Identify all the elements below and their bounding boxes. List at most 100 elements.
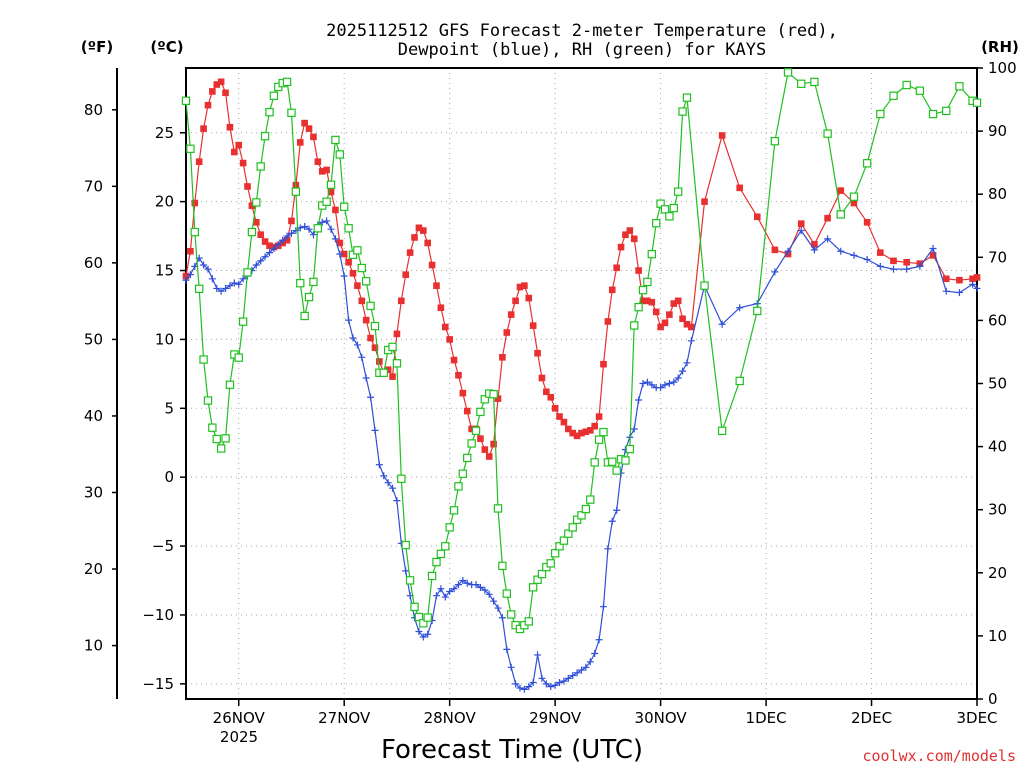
dewpoint-point bbox=[336, 250, 344, 258]
dewpoint-point bbox=[670, 378, 678, 386]
rh-point bbox=[568, 523, 577, 532]
temperature-point bbox=[507, 311, 515, 318]
temperature-point bbox=[195, 158, 203, 165]
rh-point bbox=[427, 571, 437, 581]
rh-point bbox=[361, 277, 371, 286]
fahrenheit-tick-label: 70 bbox=[84, 177, 103, 195]
dewpoint-point bbox=[208, 275, 216, 283]
fahrenheit-tick-label: 60 bbox=[84, 254, 103, 272]
dewpoint-point bbox=[503, 645, 511, 653]
rh-point bbox=[533, 575, 542, 584]
credit-label: coolwx.com/models bbox=[862, 747, 1016, 765]
rh-point bbox=[849, 192, 859, 201]
x-tick-label: 26NOV bbox=[213, 709, 266, 727]
temperature-point bbox=[503, 329, 511, 336]
temperature-point bbox=[595, 413, 603, 420]
temperature-point bbox=[661, 319, 669, 327]
dewpoint-point bbox=[973, 284, 981, 292]
rh-point bbox=[599, 427, 608, 437]
rh-point bbox=[586, 495, 595, 504]
celsius-tick-label: 20 bbox=[155, 193, 174, 211]
temperature-point bbox=[753, 213, 761, 221]
temperature-point bbox=[437, 304, 445, 312]
temperature-point bbox=[244, 183, 251, 190]
rh-point bbox=[550, 549, 560, 558]
temperature-point bbox=[608, 286, 616, 294]
series-layer bbox=[181, 68, 982, 693]
temperature-point bbox=[393, 330, 401, 338]
rh-point bbox=[717, 426, 727, 436]
temperature-point bbox=[204, 101, 212, 109]
temperature-point bbox=[578, 429, 585, 437]
temperature-point bbox=[679, 315, 686, 323]
temperature-point bbox=[929, 252, 937, 259]
dewpoint-point bbox=[270, 244, 278, 252]
rh-point bbox=[955, 82, 964, 91]
temperature-point bbox=[771, 246, 779, 254]
temperature-point bbox=[455, 371, 462, 379]
temperature-point bbox=[674, 297, 682, 305]
temperature-point bbox=[683, 320, 691, 328]
rh-point bbox=[186, 144, 195, 153]
fahrenheit-tick-label: 10 bbox=[84, 637, 103, 655]
temperature-point bbox=[301, 119, 308, 127]
rh-point bbox=[291, 187, 301, 196]
rh-point bbox=[498, 561, 507, 571]
rh-point bbox=[546, 559, 555, 568]
rh-tick-label: 10 bbox=[988, 627, 1007, 645]
celsius-tick-label: 15 bbox=[155, 262, 174, 280]
rh-point bbox=[300, 311, 309, 321]
temperature-point bbox=[718, 132, 726, 139]
rh-point bbox=[506, 610, 516, 619]
dewpoint-point bbox=[450, 585, 458, 593]
dewpoint-point bbox=[582, 663, 590, 671]
rh-point bbox=[397, 474, 406, 483]
rh-tick-label: 30 bbox=[988, 501, 1007, 519]
rh-point bbox=[665, 212, 674, 221]
rh-point bbox=[309, 277, 318, 287]
rh-point bbox=[770, 136, 780, 146]
rh-point bbox=[652, 219, 661, 228]
rh-unit-label: (RH) bbox=[981, 38, 1019, 56]
temperature-point bbox=[534, 349, 541, 357]
rh-point bbox=[612, 466, 621, 475]
rh-point bbox=[647, 249, 657, 259]
temperature-point bbox=[485, 453, 493, 460]
temperature-point bbox=[402, 271, 410, 278]
dewpoint-point bbox=[613, 506, 621, 514]
dewpoint-point bbox=[837, 247, 845, 255]
rh-point bbox=[678, 107, 687, 116]
temperature-point bbox=[420, 227, 427, 234]
rh-point bbox=[673, 187, 683, 196]
temperature-point bbox=[617, 243, 625, 251]
rh-point bbox=[797, 79, 806, 88]
dewpoint-point bbox=[419, 633, 427, 641]
dewpoint-point bbox=[916, 262, 924, 270]
rh-point bbox=[928, 109, 938, 119]
temperature-point bbox=[630, 235, 638, 243]
fahrenheit-tick-label: 20 bbox=[84, 560, 103, 578]
rh-point bbox=[243, 268, 252, 277]
rh-point bbox=[212, 434, 221, 444]
dewpoint-point bbox=[393, 497, 401, 505]
rh-tick-label: 80 bbox=[988, 185, 1007, 203]
dewpoint-point bbox=[331, 235, 339, 243]
temperature-point bbox=[582, 428, 590, 436]
temperature-point bbox=[499, 354, 506, 361]
temperature-point bbox=[446, 336, 453, 343]
temperature-point bbox=[586, 427, 594, 434]
dewpoint-point bbox=[384, 479, 392, 487]
temperature-point bbox=[257, 231, 265, 239]
rh-point bbox=[432, 557, 441, 567]
rh-point bbox=[401, 540, 410, 550]
fahrenheit-tick-label: 40 bbox=[84, 407, 103, 425]
rh-point bbox=[366, 301, 375, 311]
dewpoint-point bbox=[556, 678, 564, 686]
temperature-point bbox=[824, 214, 831, 222]
temperature-point bbox=[494, 395, 502, 402]
temperature-point bbox=[837, 187, 845, 194]
dewpoint-point bbox=[230, 279, 238, 287]
dewpoint-point bbox=[850, 251, 858, 259]
dewpoint-point bbox=[863, 256, 871, 264]
dewpoint-point bbox=[630, 425, 638, 433]
